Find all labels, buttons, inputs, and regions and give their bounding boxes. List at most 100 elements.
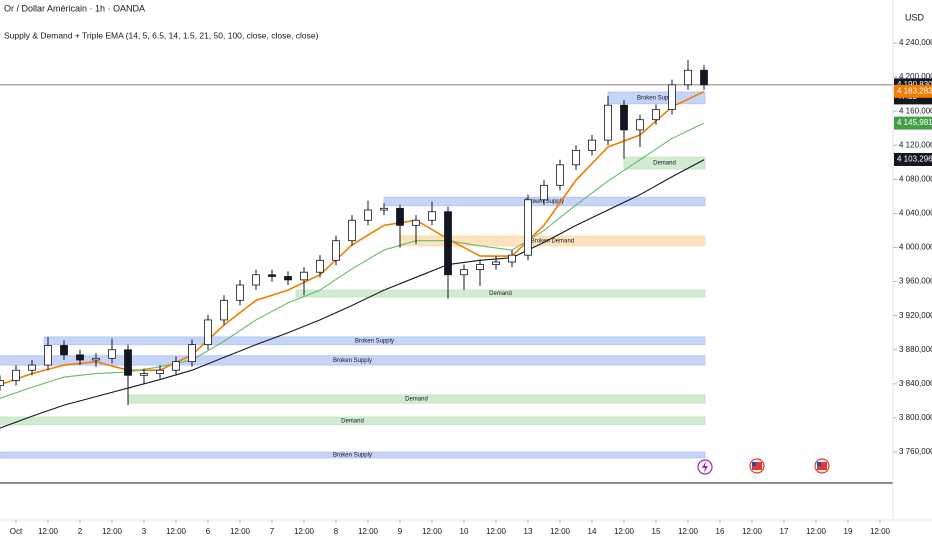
- y-tick-label: 4 240,000: [899, 38, 932, 47]
- candle-body: [172, 361, 180, 371]
- event-flag: [817, 462, 821, 466]
- y-tick-label: 3 840,000: [899, 379, 932, 388]
- zone: [623, 156, 706, 170]
- price-badge: [894, 152, 932, 166]
- x-tick-label: 12:00: [294, 527, 315, 536]
- candle-body: [236, 284, 244, 301]
- candle-body: [508, 254, 516, 263]
- candle-body: [700, 69, 708, 86]
- candle-body: [0, 380, 4, 386]
- x-tick-label: 10: [460, 527, 469, 536]
- candle-body: [284, 276, 292, 281]
- candle-body: [124, 349, 132, 376]
- candle-body: [396, 207, 404, 226]
- candle-body: [92, 357, 100, 361]
- zone-label: Broken Supply: [333, 453, 372, 459]
- y-tick-label: 4 200,000: [899, 72, 932, 81]
- x-tick-label: 12:00: [166, 527, 187, 536]
- candle-body: [636, 119, 644, 131]
- candle-body: [316, 259, 324, 273]
- zone: [0, 451, 706, 459]
- event-flag: [752, 462, 756, 466]
- candle-body: [156, 369, 164, 375]
- x-tick-label: 8: [334, 527, 339, 536]
- price-badge: [894, 116, 932, 130]
- x-tick-label: 12:00: [38, 527, 59, 536]
- candle-body: [252, 274, 260, 286]
- zone-label: Demand: [341, 418, 364, 424]
- y-tick-label: 3 800,000: [899, 413, 932, 422]
- x-tick-label: 12:00: [230, 527, 251, 536]
- y-tick-label: 3 920,000: [899, 311, 932, 320]
- x-tick-label: 12:00: [422, 527, 443, 536]
- event-icon-glyph: [702, 461, 708, 473]
- x-tick-label: 12:00: [742, 527, 763, 536]
- x-tick-label: 6: [206, 527, 211, 536]
- candle-body: [652, 109, 660, 121]
- candle-body: [492, 261, 500, 265]
- candle-body: [28, 364, 36, 371]
- indicator-label: Supply & Demand + Triple EMA (14, 5, 6.5…: [4, 30, 319, 40]
- x-tick-label: 3: [142, 527, 147, 536]
- x-tick-label: 16: [716, 527, 725, 536]
- zone-label: Broken Supply: [637, 95, 676, 101]
- x-tick-label: 12:00: [486, 527, 507, 536]
- y-tick-label: 4 000,000: [899, 243, 932, 252]
- price-badge-label: 4 183,283: [897, 86, 932, 95]
- candle-body: [44, 345, 52, 366]
- candle-body: [460, 269, 468, 276]
- x-tick-label: 12:00: [550, 527, 571, 536]
- currency-label[interactable]: USD: [905, 12, 925, 22]
- x-tick-label: 12:00: [678, 527, 699, 536]
- zone-label: Broken Supply: [333, 358, 372, 364]
- candle-body: [476, 264, 484, 271]
- zone-label: Broken Demand: [531, 238, 574, 244]
- candle-body: [300, 271, 308, 281]
- candle-body: [60, 345, 68, 356]
- price-badge-label: 4 103,296: [897, 155, 932, 164]
- x-tick-label: 9: [398, 527, 403, 536]
- x-tick-label: 2: [78, 527, 83, 536]
- zone: [43, 336, 706, 346]
- y-tick-label: 4 080,000: [899, 174, 932, 183]
- y-tick-label: 4 160,000: [899, 106, 932, 115]
- y-tick-label: 3 760,000: [899, 447, 932, 456]
- candle-body: [348, 219, 356, 242]
- x-tick-label: Oct: [10, 527, 23, 536]
- zone-label: Broken Supply: [355, 338, 394, 344]
- x-tick-label: 12:00: [102, 527, 123, 536]
- y-tick-label: 4 120,000: [899, 140, 932, 149]
- plot-area: Broken Supply Demand Broken Supply Broken D…: [0, 60, 893, 459]
- candle-body: [556, 164, 564, 186]
- ema-line: [0, 159, 705, 429]
- candle-body: [572, 149, 580, 166]
- y-tick-label: 3 880,000: [899, 345, 932, 354]
- zone-label: Demand: [653, 161, 676, 167]
- candle-body: [364, 209, 372, 221]
- x-tick-label: 19: [844, 527, 853, 536]
- x-tick-label: 17: [780, 527, 789, 536]
- candle-body: [684, 69, 692, 86]
- zone-label: Demand: [405, 397, 428, 403]
- candle-body: [380, 207, 388, 211]
- candle-body: [268, 274, 276, 277]
- ema-line: [0, 122, 705, 399]
- x-tick-label: 14: [588, 527, 597, 536]
- candle-body: [108, 349, 116, 359]
- price-badge-label: 4 190,830: [897, 80, 932, 89]
- x-tick-label: 12:00: [870, 527, 891, 536]
- price-badge-label: 4 145,981: [897, 118, 932, 127]
- x-tick-label: 13: [524, 527, 533, 536]
- zone: [0, 355, 706, 366]
- candle-body: [444, 211, 452, 276]
- candle-body: [620, 104, 628, 131]
- zone-label: Demand: [489, 291, 512, 297]
- event-icons[interactable]: [697, 458, 830, 475]
- candle-body: [588, 139, 596, 151]
- candle-body: [188, 344, 196, 363]
- candle-body: [12, 369, 20, 381]
- x-tick-label: 12:00: [806, 527, 827, 536]
- y-tick-label: 3 960,000: [899, 277, 932, 286]
- candle-body: [668, 84, 676, 110]
- candle-body: [140, 373, 148, 376]
